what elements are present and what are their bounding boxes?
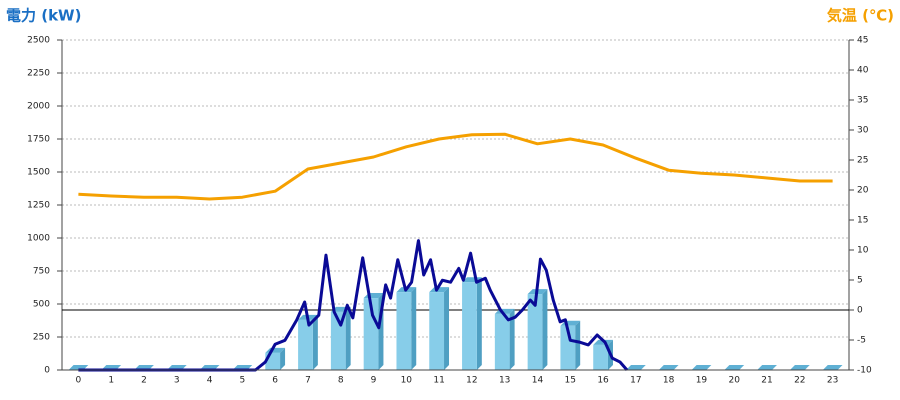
y2-tick-label: -5	[857, 336, 866, 346]
bar-top	[429, 287, 450, 293]
bar-side	[280, 347, 286, 370]
bar	[462, 282, 477, 370]
bar-side	[509, 308, 515, 370]
bar	[298, 319, 313, 370]
bar-side	[476, 277, 482, 370]
bar	[527, 294, 543, 370]
x-tick-label: 2	[141, 376, 147, 386]
x-tick-label: 3	[174, 376, 180, 386]
bar-top	[658, 365, 679, 370]
bar-top	[757, 365, 777, 370]
bar-top	[724, 365, 745, 370]
x-tick-label: 14	[532, 376, 544, 386]
y-tick-label: 2500	[27, 36, 50, 46]
y2-tick-label: 15	[857, 216, 868, 226]
x-tick-label: 20	[729, 376, 741, 386]
bar	[593, 344, 608, 370]
bar-top	[691, 365, 712, 370]
bar-top	[789, 365, 810, 370]
y-tick-label: 2250	[27, 69, 50, 79]
bar	[560, 325, 576, 370]
x-tick-label: 16	[597, 376, 609, 386]
bar-side	[411, 287, 417, 370]
x-tick-label: 17	[630, 376, 641, 386]
y2-tick-label: 35	[857, 96, 868, 106]
bar-top	[626, 365, 646, 370]
y2-tick-label: 45	[857, 36, 868, 46]
y-tick-label: 500	[33, 300, 50, 310]
bar	[363, 298, 379, 370]
y-axis-title: 電力 (kW)	[6, 7, 81, 25]
bar-side	[345, 306, 351, 370]
x-tick-label: 10	[401, 376, 413, 386]
bar-side	[575, 320, 581, 370]
x-tick-label: 18	[663, 376, 675, 386]
x-tick-label: 0	[76, 376, 82, 386]
y-tick-label: 250	[33, 333, 50, 343]
y2-tick-label: -10	[857, 366, 872, 376]
x-tick-label: 19	[696, 376, 708, 386]
line	[78, 132, 833, 201]
bar	[330, 311, 346, 370]
x-tick-label: 8	[338, 376, 344, 386]
bar-top	[822, 365, 843, 370]
y2-tick-label: 20	[857, 186, 869, 196]
x-tick-label: 21	[761, 376, 772, 386]
bar	[494, 313, 510, 370]
y-tick-label: 1500	[27, 168, 50, 178]
bar-side	[312, 314, 318, 370]
y2-axis-title: 気温 (℃)	[827, 7, 894, 25]
y-tick-label: 750	[33, 267, 50, 277]
x-tick-label: 9	[371, 376, 377, 386]
x-tick-label: 23	[827, 376, 838, 386]
bar	[396, 292, 412, 370]
y2-tick-label: 30	[857, 126, 869, 136]
x-tick-label: 7	[305, 376, 311, 386]
x-tick-label: 1	[108, 376, 114, 386]
bar-side	[444, 287, 450, 370]
line	[78, 239, 629, 372]
y-tick-label: 2000	[27, 102, 50, 112]
bar	[429, 292, 445, 370]
x-tick-label: 6	[272, 376, 278, 386]
x-tick-label: 12	[466, 376, 477, 386]
y2-tick-label: 10	[857, 246, 869, 256]
x-tick-label: 22	[794, 376, 805, 386]
bar-side	[542, 289, 548, 370]
y2-tick-label: 5	[857, 276, 863, 286]
y-tick-label: 1750	[27, 135, 50, 145]
x-tick-label: 4	[207, 376, 213, 386]
y-tick-label: 0	[44, 366, 50, 376]
x-tick-label: 5	[239, 376, 245, 386]
y2-tick-label: 0	[857, 306, 863, 316]
x-tick-label: 15	[565, 376, 576, 386]
y2-tick-label: 40	[857, 66, 869, 76]
y2-tick-label: 25	[857, 156, 868, 166]
y-tick-label: 1250	[27, 201, 50, 211]
y-tick-label: 1000	[27, 234, 50, 244]
x-tick-label: 11	[433, 376, 444, 386]
x-tick-label: 13	[499, 376, 510, 386]
